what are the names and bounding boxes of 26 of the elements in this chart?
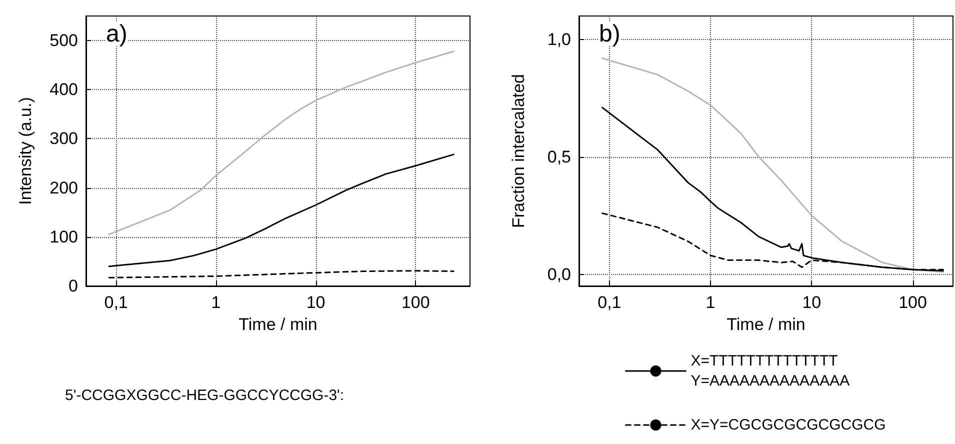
x-tick-label: 100 bbox=[898, 293, 927, 312]
text: 5'-CCGGXGGCC-HEG-GGCCYCCGG-3': bbox=[65, 387, 344, 404]
y-tick-label: 500 bbox=[50, 31, 78, 50]
y-tick-label: 300 bbox=[50, 129, 78, 148]
y-tick-label: 0 bbox=[68, 276, 78, 296]
x-tick-label: 1 bbox=[211, 293, 221, 312]
x-tick-label: 10 bbox=[802, 293, 822, 312]
x-tick-label: 10 bbox=[306, 293, 326, 312]
y-tick-label: 200 bbox=[50, 178, 78, 198]
y-tick-label: 0,0 bbox=[547, 264, 571, 284]
y-axis-title: Fraction intercalated bbox=[509, 74, 528, 228]
annotation: b) bbox=[599, 20, 620, 48]
x-tick-label: 0,1 bbox=[598, 293, 622, 312]
x-axis-title: Time / min bbox=[238, 314, 318, 334]
y-axis-title: Intensity (a.u.) bbox=[16, 97, 35, 205]
annotation: a) bbox=[106, 20, 128, 48]
x-tick-label: 1 bbox=[706, 293, 716, 312]
x-tick-label: 0,1 bbox=[104, 293, 128, 312]
y-tick-label: 1,0 bbox=[547, 30, 571, 49]
y-tick-label: 0,5 bbox=[547, 147, 571, 166]
y-tick-label: 100 bbox=[50, 227, 78, 246]
legend-label: X=TTTTTTTTTTTTTT Y=AAAAAAAAAAAAAA bbox=[690, 352, 850, 390]
x-tick-label: 100 bbox=[401, 293, 430, 312]
x-axis-title: Time / min bbox=[726, 314, 806, 334]
y-tick-label: 400 bbox=[50, 80, 78, 100]
legend-label: X=Y=CGCGCGCGCGCGCG bbox=[690, 416, 886, 434]
